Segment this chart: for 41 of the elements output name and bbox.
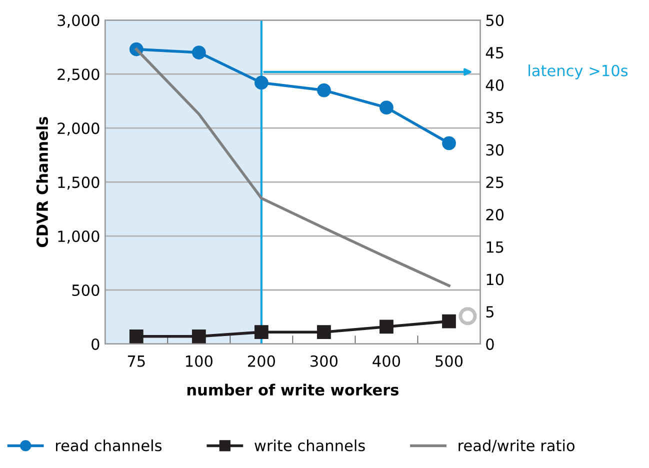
x-tick-label: 200: [248, 355, 276, 367]
y-tick-label: 2,500: [58, 68, 100, 82]
point: [317, 83, 331, 98]
x-axis-title: number of write workers: [187, 384, 398, 396]
y2-tick-label: 10: [486, 274, 504, 286]
y-tick-label: 3,000: [58, 14, 100, 28]
point: [317, 325, 331, 340]
y2-tick-label: 5: [486, 306, 494, 318]
y2-tick-label: 45: [486, 47, 504, 59]
point: [380, 100, 394, 115]
y-tick-label: 1,000: [58, 230, 100, 244]
text: latency >10s: [528, 64, 628, 80]
x-tick-label: 500: [436, 355, 463, 367]
x-tick-label: 400: [372, 355, 400, 367]
y2-tick-label: 30: [486, 144, 504, 156]
x-tick-label: 75: [128, 356, 145, 367]
y-tick-label: 0: [92, 338, 100, 350]
y2-tick-label: 25: [486, 176, 504, 188]
y-axis-title: CDVR Channels: [36, 116, 48, 248]
y2-tick-label: 0: [486, 338, 494, 350]
y-tick-label: 500: [72, 284, 100, 296]
y2-tick-label: 40: [486, 79, 504, 91]
y2-tick-label: 35: [486, 112, 504, 124]
x-tick-label: 300: [310, 355, 338, 367]
point: [442, 314, 456, 328]
legend-label: read channels: [56, 439, 162, 452]
point: [192, 46, 206, 60]
legend-label: write channels: [254, 439, 365, 452]
y2-tick-label: 50: [486, 14, 504, 26]
y-tick-label: 1,500: [58, 176, 100, 190]
legend-label: read/write ratio: [458, 439, 574, 452]
x-tick-label: 100: [186, 355, 212, 367]
point: [442, 136, 456, 150]
point: [192, 329, 206, 344]
point: [129, 329, 144, 344]
point: [380, 320, 394, 334]
point: [254, 76, 268, 90]
y2-tick-label: 20: [486, 208, 504, 220]
point: [254, 325, 268, 340]
y2-tick-label: 15: [486, 241, 504, 253]
y-tick-label: 2,000: [58, 122, 100, 136]
